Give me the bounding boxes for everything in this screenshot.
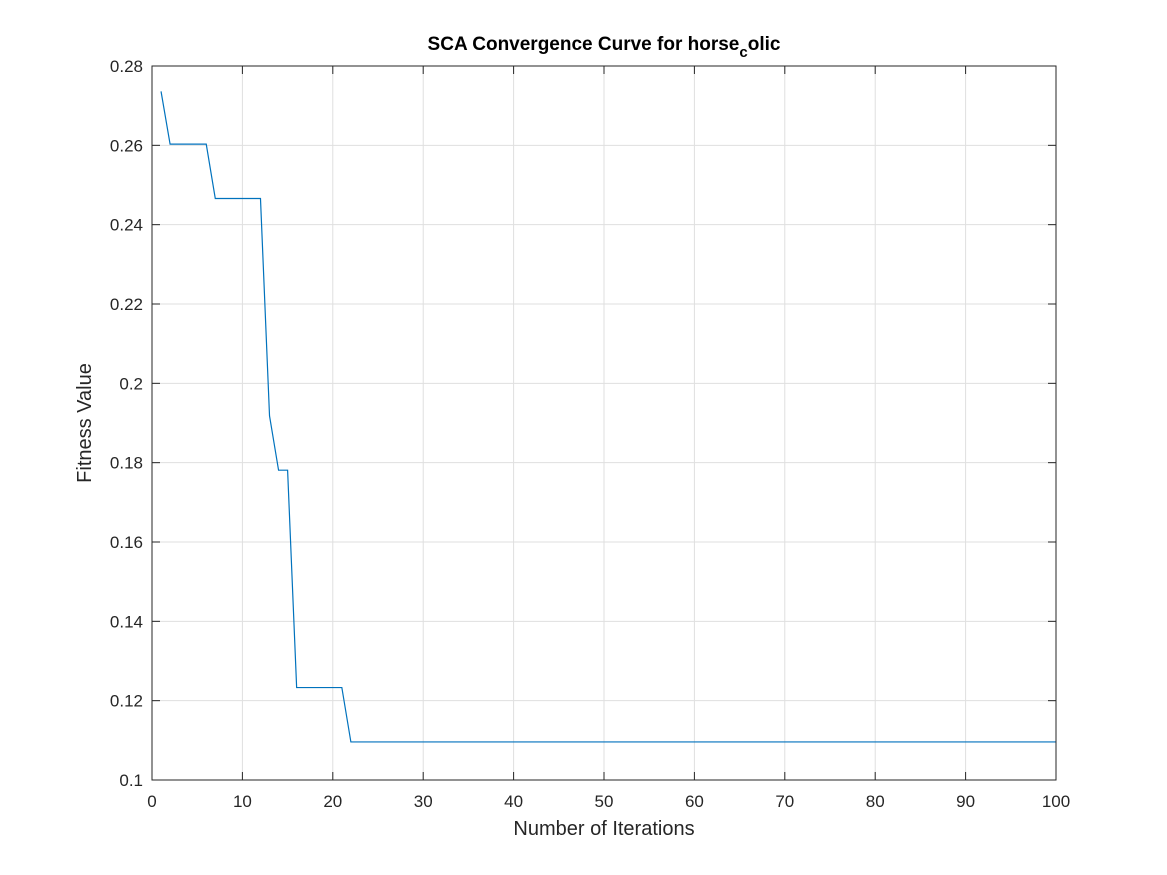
x-tick-label: 40	[504, 792, 523, 811]
y-tick-label: 0.14	[110, 612, 143, 631]
x-tick-label: 50	[595, 792, 614, 811]
y-tick-label: 0.1	[119, 771, 143, 790]
chart-title-subscript: c	[739, 44, 747, 61]
series-line-1	[160, 91, 1056, 743]
y-tick-label: 0.28	[110, 57, 143, 76]
x-tick-label: 80	[866, 792, 885, 811]
chart-title-main: SCA Convergence Curve for horse	[428, 34, 740, 55]
y-tick-label: 0.26	[110, 136, 143, 155]
y-tick-label: 0.12	[110, 692, 143, 711]
x-tick-label: 0	[147, 792, 156, 811]
y-tick-label: 0.18	[110, 454, 143, 473]
ticks: 0 10 20 30 40 50 60 70 80 90 100 0.1 0.12 0.14 0.16 0.1…	[110, 57, 1070, 811]
x-tick-label: 60	[685, 792, 704, 811]
x-tick-label: 90	[956, 792, 975, 811]
x-axis-label: Number of Iterations	[513, 818, 694, 840]
y-tick-label: 0.2	[119, 374, 143, 393]
chart-title: SCA Convergence Curve for horsecolic	[428, 34, 781, 61]
y-axis-label: Fitness Value	[74, 363, 96, 483]
x-tick-label: 20	[323, 792, 342, 811]
chart-title-tail: olic	[748, 34, 781, 55]
y-tick-label: 0.16	[110, 533, 143, 552]
y-tick-label: 0.22	[110, 295, 143, 314]
x-tick-label: 10	[233, 792, 252, 811]
x-tick-label: 30	[414, 792, 433, 811]
y-tick-label: 0.24	[110, 216, 143, 235]
series-layer	[160, 91, 1056, 743]
x-tick-label: 100	[1042, 792, 1070, 811]
x-tick-label: 70	[775, 792, 794, 811]
